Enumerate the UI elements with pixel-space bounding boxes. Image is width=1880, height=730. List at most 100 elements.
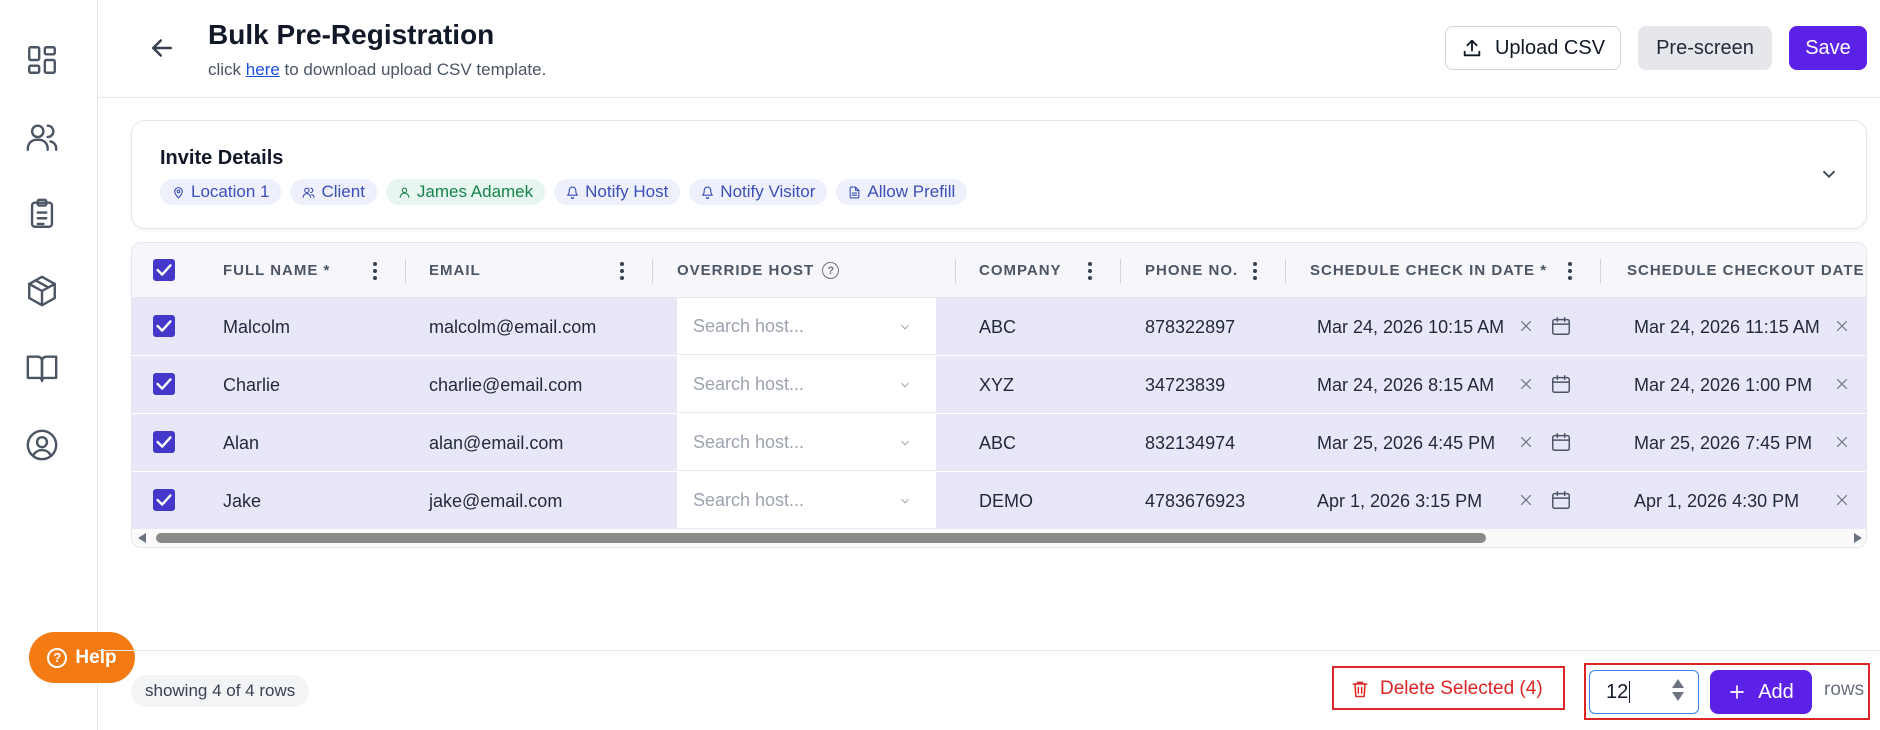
row-checkbox[interactable] — [153, 431, 175, 453]
row-checkbox[interactable] — [153, 315, 175, 337]
scroll-left-icon[interactable] — [138, 533, 146, 543]
cell-checkin[interactable]: Apr 1, 2026 3:15 PM — [1317, 490, 1483, 511]
clear-icon[interactable] — [1517, 375, 1535, 393]
help-circle-icon[interactable]: ? — [822, 262, 840, 279]
cell-phone[interactable]: 878322897 — [1145, 316, 1236, 337]
clear-icon[interactable] — [1833, 317, 1851, 335]
users-icon[interactable] — [24, 119, 60, 155]
add-rows-count-input[interactable]: 12 — [1589, 670, 1699, 714]
user-circle-icon[interactable] — [24, 427, 60, 463]
decrement-icon[interactable] — [1672, 692, 1684, 701]
column-divider[interactable] — [652, 259, 653, 283]
cell-checkout[interactable]: Apr 1, 2026 4:30 PM — [1634, 490, 1800, 511]
subtitle-suffix: to download upload CSV template. — [279, 60, 547, 79]
chip-label: Notify Host — [585, 182, 669, 201]
host-placeholder: Search host... — [693, 315, 805, 336]
column-menu-icon[interactable] — [1560, 260, 1580, 282]
clear-icon[interactable] — [1517, 317, 1535, 335]
calendar-icon[interactable] — [1550, 489, 1572, 511]
chip-label: Location 1 — [191, 182, 270, 201]
column-menu-icon[interactable] — [1245, 260, 1265, 282]
calendar-icon[interactable] — [1550, 373, 1572, 395]
chip-location: Location 1 — [160, 179, 282, 205]
cell-email[interactable]: charlie@email.com — [429, 374, 583, 395]
column-menu-icon[interactable] — [1080, 260, 1100, 282]
dashboard-icon[interactable] — [24, 42, 60, 78]
override-host-select[interactable]: Search host... — [677, 298, 936, 354]
pre-screen-button[interactable]: Pre-screen — [1638, 26, 1772, 70]
cell-company[interactable]: ABC — [979, 316, 1017, 337]
clear-icon[interactable] — [1833, 491, 1851, 509]
column-menu-icon[interactable] — [612, 260, 632, 282]
package-icon[interactable] — [24, 273, 60, 309]
col-override-host: OVERRIDE HOST ? — [677, 243, 840, 298]
select-all-checkbox[interactable] — [153, 259, 175, 281]
col-override-host-label: OVERRIDE HOST — [677, 262, 815, 279]
column-divider[interactable] — [405, 259, 406, 283]
cell-company[interactable]: ABC — [979, 432, 1017, 453]
cell-email[interactable]: jake@email.com — [429, 490, 563, 511]
horizontal-scrollbar[interactable] — [132, 529, 1866, 547]
cell-checkout[interactable]: Mar 24, 2026 11:15 AM — [1634, 316, 1820, 337]
save-button[interactable]: Save — [1789, 26, 1867, 70]
back-arrow-icon[interactable] — [147, 33, 177, 63]
calendar-icon[interactable] — [1550, 431, 1572, 453]
column-divider[interactable] — [955, 259, 956, 283]
trash-icon — [1352, 681, 1368, 698]
chevron-down-icon[interactable] — [1818, 163, 1840, 185]
add-rows-button[interactable]: Add — [1710, 670, 1812, 714]
cell-phone[interactable]: 34723839 — [1145, 374, 1226, 395]
rows-suffix-label: rows — [1824, 679, 1865, 700]
upload-csv-button[interactable]: Upload CSV — [1445, 26, 1621, 70]
clear-icon[interactable] — [1833, 375, 1851, 393]
column-divider[interactable] — [1600, 259, 1601, 283]
delete-selected-button[interactable]: Delete Selected (4) — [1350, 675, 1543, 703]
help-icon: ? — [47, 647, 68, 668]
cell-checkin[interactable]: Mar 24, 2026 10:15 AM — [1317, 316, 1505, 337]
cell-phone[interactable]: 4783676923 — [1145, 490, 1246, 511]
cell-company[interactable]: XYZ — [979, 374, 1015, 395]
column-divider[interactable] — [1285, 259, 1286, 283]
check-icon — [156, 264, 172, 276]
number-stepper[interactable] — [1672, 679, 1684, 701]
cell-checkin[interactable]: Mar 25, 2026 4:45 PM — [1317, 432, 1496, 453]
cell-phone[interactable]: 832134974 — [1145, 432, 1236, 453]
clipboard-icon[interactable] — [24, 196, 60, 232]
chip-allow-prefill: Allow Prefill — [836, 179, 968, 205]
clear-icon[interactable] — [1517, 491, 1535, 509]
help-button[interactable]: ? Help — [29, 632, 135, 683]
cell-email[interactable]: alan@email.com — [429, 432, 564, 453]
cell-full-name[interactable]: Malcolm — [223, 316, 291, 337]
cell-checkin[interactable]: Mar 24, 2026 8:15 AM — [1317, 374, 1495, 395]
scrollbar-thumb[interactable] — [156, 533, 1486, 543]
cell-checkout[interactable]: Mar 25, 2026 7:45 PM — [1634, 432, 1813, 453]
row-checkbox[interactable] — [153, 373, 175, 395]
increment-icon[interactable] — [1672, 679, 1684, 688]
plus-icon — [1730, 685, 1745, 699]
page-title: Bulk Pre-Registration — [208, 19, 495, 50]
cell-checkout[interactable]: Mar 24, 2026 1:00 PM — [1634, 374, 1813, 395]
calendar-icon[interactable] — [1550, 315, 1572, 337]
page-subtitle: click here to download upload CSV templa… — [208, 60, 546, 80]
column-divider[interactable] — [1120, 259, 1121, 283]
chip-visitor-type: Client — [290, 179, 377, 205]
override-host-select[interactable]: Search host... — [677, 356, 936, 412]
override-host-select[interactable]: Search host... — [677, 472, 936, 528]
cell-company[interactable]: DEMO — [979, 490, 1033, 511]
clear-icon[interactable] — [1517, 433, 1535, 451]
upload-icon — [1463, 39, 1481, 57]
column-menu-icon[interactable] — [365, 260, 385, 282]
cell-full-name[interactable]: Alan — [223, 432, 260, 453]
scroll-right-icon[interactable] — [1854, 533, 1862, 543]
cell-full-name[interactable]: Charlie — [223, 374, 281, 395]
download-template-link[interactable]: here — [245, 60, 280, 79]
row-checkbox[interactable] — [153, 489, 175, 511]
cell-full-name[interactable]: Jake — [223, 490, 262, 511]
cell-email[interactable]: malcolm@email.com — [429, 316, 597, 337]
book-icon[interactable] — [24, 350, 60, 386]
chip-label: Notify Visitor — [720, 182, 816, 201]
override-host-select[interactable]: Search host... — [677, 414, 936, 470]
col-full-name: FULL NAME * — [223, 262, 331, 279]
bell-icon — [702, 186, 714, 199]
clear-icon[interactable] — [1833, 433, 1851, 451]
